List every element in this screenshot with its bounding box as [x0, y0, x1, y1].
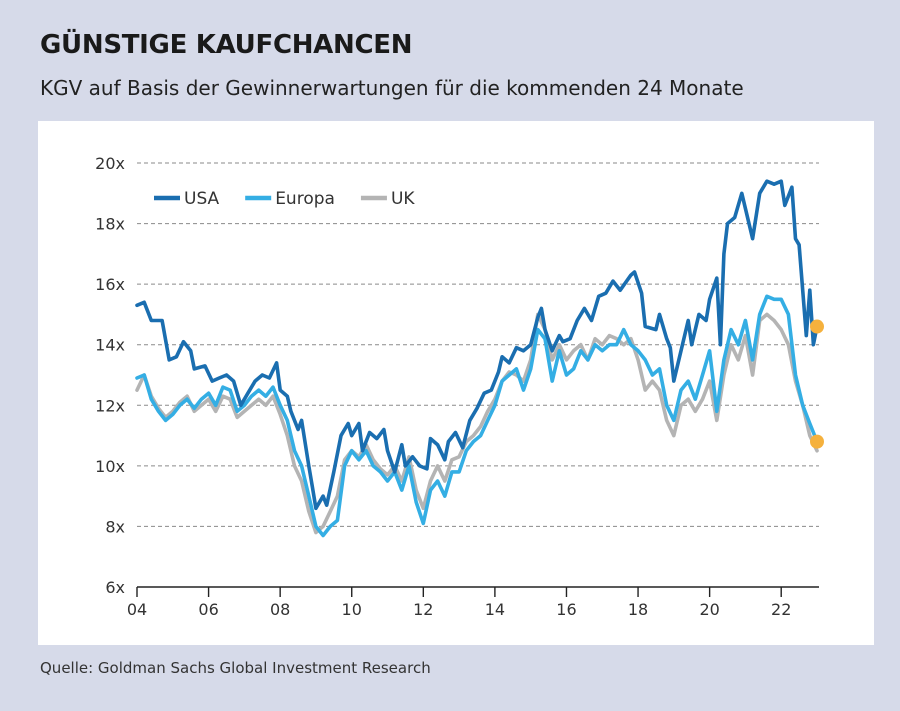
y-tick-label: 6x: [105, 578, 125, 597]
y-tick-label: 10x: [95, 457, 125, 476]
x-tick-label: 04: [127, 600, 147, 619]
series-line-usa: [135, 179, 819, 511]
x-tick-label: 14: [485, 600, 505, 619]
legend-label-europa: Europa: [275, 189, 335, 209]
y-tick-label: 20x: [95, 154, 125, 173]
series-line-europa: [135, 294, 819, 538]
y-tick-label: 16x: [95, 275, 125, 294]
y-tick-label: 18x: [95, 215, 125, 234]
series-lines: [135, 179, 819, 538]
y-tick-label: 12x: [95, 396, 125, 415]
x-tick-label: 16: [556, 600, 576, 619]
chart-subtitle: KGV auf Basis der Gewinnerwartungen für …: [40, 76, 744, 100]
source-note: Quelle: Goldman Sachs Global Investment …: [40, 659, 431, 677]
grid-lines: [137, 162, 819, 527]
x-tick-label: 06: [198, 600, 218, 619]
legend-label-uk: UK: [391, 189, 415, 209]
x-tick-label: 20: [699, 600, 719, 619]
series-line-uk: [135, 312, 819, 535]
legend: USA Europa UK: [154, 189, 415, 209]
series-markers: [810, 319, 824, 449]
x-tick-label: 18: [628, 600, 648, 619]
x-axis: 04 06 08 10 12 14 16 18 20 22: [127, 586, 819, 619]
y-tick-label: 8x: [105, 517, 125, 536]
chart-panel: 6x 8x 10x 12x 14x 16x 18x 20x 04 06 08 10 12 14 16 18 2…: [38, 121, 874, 645]
endpoint-marker-europa: [810, 434, 824, 449]
x-tick-label: 22: [771, 600, 791, 619]
x-tick-label: 08: [270, 600, 290, 619]
legend-label-usa: USA: [184, 189, 220, 209]
x-tick-label: 12: [413, 600, 433, 619]
chart-title: GÜNSTIGE KAUFCHANCEN: [40, 30, 413, 60]
x-tick-label: 10: [342, 600, 362, 619]
line-chart: 6x 8x 10x 12x 14x 16x 18x 20x 04 06 08 10 12 14 16 18 2…: [95, 154, 824, 619]
y-axis: 6x 8x 10x 12x 14x 16x 18x 20x: [95, 154, 125, 597]
y-tick-label: 14x: [95, 336, 125, 355]
endpoint-marker-usa: [810, 319, 824, 334]
